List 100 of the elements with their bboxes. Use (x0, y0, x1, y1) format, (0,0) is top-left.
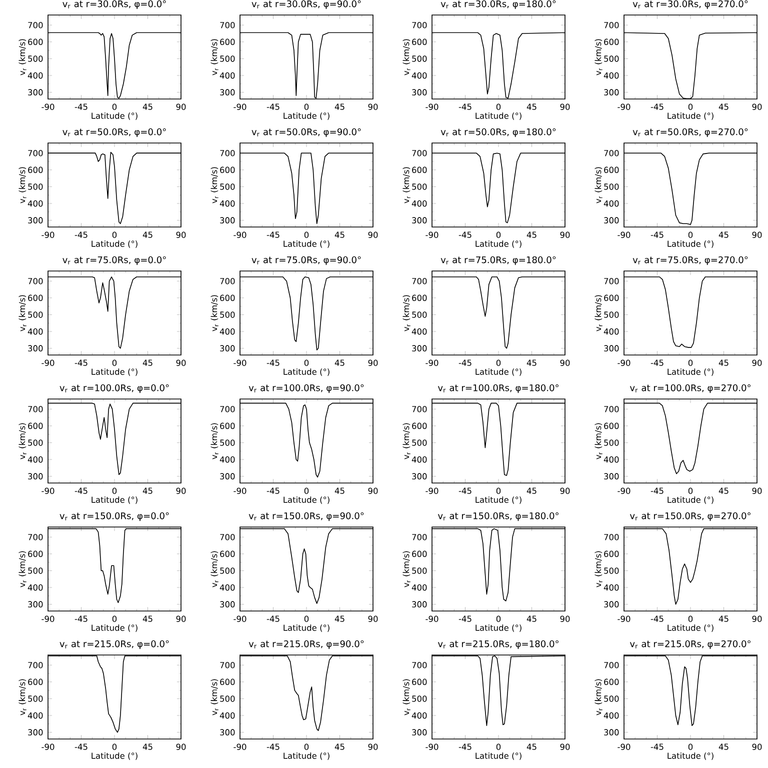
x-tick-label: 45 (334, 232, 344, 238)
y-axis-title: v$_{r}$ (km/s) (402, 39, 410, 76)
chart-title: v$_{r}$ at r=50.0Rs, φ=180.0° (440, 128, 556, 137)
x-tick-label: 90 (560, 488, 570, 494)
x-tick-label: -90 (234, 744, 246, 750)
chart-title: v$_{r}$ at r=100.0Rs, φ=270.0° (630, 384, 750, 393)
y-axis-title: v$_{r}$ (km/s) (594, 423, 602, 460)
x-tick-label: 90 (176, 232, 186, 238)
x-tick-label: 45 (142, 232, 152, 238)
x-axis-title: Latitude (°) (476, 240, 522, 248)
y-tick-label: 700 (28, 278, 43, 284)
y-tick-label: 300 (28, 89, 43, 96)
chart-title: v$_{r}$ at r=100.0Rs, φ=90.0° (248, 384, 364, 393)
chart-title: v$_{r}$ at r=50.0Rs, φ=90.0° (252, 128, 361, 137)
x-tick-label: 90 (560, 744, 570, 750)
y-tick-label: 600 (28, 166, 43, 174)
x-tick-label: -90 (426, 616, 438, 622)
y-tick-label: 700 (220, 22, 235, 28)
y-tick-label: 300 (412, 217, 427, 224)
chart-title: v$_{r}$ at r=100.0Rs, φ=0.0° (60, 384, 169, 393)
chart-title: v$_{r}$ at r=150.0Rs, φ=180.0° (438, 512, 558, 521)
x-tick-label: 45 (142, 104, 152, 110)
x-axis-title: Latitude (°) (92, 112, 138, 120)
x-tick-label: -90 (234, 360, 246, 366)
x-axis-title: Latitude (°) (668, 112, 714, 120)
y-tick-label: 700 (28, 662, 43, 668)
x-tick-label: -45 (458, 104, 472, 110)
y-tick-label: 500 (220, 568, 235, 574)
y-tick-label: 600 (412, 294, 427, 302)
y-tick-label: 400 (604, 456, 619, 463)
y-tick-label: 600 (412, 550, 427, 558)
y-axis-title: v$_{r}$ (km/s) (18, 295, 26, 332)
x-tick-label: 0 (304, 488, 309, 494)
x-tick-label: -90 (618, 744, 630, 750)
x-tick-label: -45 (458, 616, 472, 622)
x-tick-label: 0 (496, 360, 501, 366)
x-tick-label: 45 (142, 744, 152, 750)
x-axis-title: Latitude (°) (92, 368, 138, 376)
chart-title: v$_{r}$ at r=215.0Rs, φ=0.0° (60, 640, 169, 649)
x-tick-label: 0 (112, 104, 117, 110)
y-axis-title: v$_{r}$ (km/s) (402, 295, 410, 332)
y-tick-label: 700 (604, 22, 619, 28)
y-tick-label: 500 (412, 440, 427, 446)
x-tick-label: -45 (458, 232, 472, 238)
y-tick-label: 400 (220, 200, 235, 207)
x-tick-label: -90 (618, 488, 630, 494)
x-axis-title: Latitude (°) (92, 496, 138, 504)
y-tick-label: 400 (220, 72, 235, 79)
y-axis-title: v$_{r}$ (km/s) (210, 39, 218, 76)
x-tick-label: -45 (74, 744, 88, 750)
x-axis-title: Latitude (°) (284, 752, 330, 760)
x-tick-label: -90 (234, 616, 246, 622)
y-tick-label: 400 (412, 200, 427, 207)
x-tick-label: 0 (496, 488, 501, 494)
y-axis-title: v$_{r}$ (km/s) (210, 167, 218, 204)
x-tick-label: -90 (42, 232, 54, 238)
y-axis-title: v$_{r}$ (km/s) (594, 167, 602, 204)
y-tick-label: 300 (220, 473, 235, 480)
y-tick-label: 400 (220, 456, 235, 463)
x-tick-label: 45 (526, 360, 536, 366)
x-tick-label: 0 (112, 232, 117, 238)
x-tick-label: 45 (718, 360, 728, 366)
y-tick-label: 500 (220, 312, 235, 318)
y-tick-label: 500 (220, 56, 235, 62)
x-tick-label: 0 (496, 232, 501, 238)
y-tick-label: 400 (412, 456, 427, 463)
x-tick-label: 90 (368, 232, 378, 238)
y-axis-title: v$_{r}$ (km/s) (594, 679, 602, 716)
x-tick-label: 90 (176, 616, 186, 622)
y-tick-label: 400 (412, 584, 427, 591)
y-tick-label: 600 (28, 38, 43, 46)
x-tick-label: -90 (42, 360, 54, 366)
x-axis-title: Latitude (°) (668, 752, 714, 760)
x-tick-label: 0 (688, 488, 693, 494)
y-axis-title: v$_{r}$ (km/s) (18, 679, 26, 716)
y-axis-title: v$_{r}$ (km/s) (210, 295, 218, 332)
x-tick-label: 90 (752, 104, 762, 110)
chart-title: v$_{r}$ at r=50.0Rs, φ=270.0° (632, 128, 748, 137)
y-tick-label: 400 (28, 72, 43, 79)
x-tick-label: -45 (650, 488, 664, 494)
x-tick-label: -45 (458, 488, 472, 494)
x-tick-label: 0 (688, 104, 693, 110)
y-tick-label: 300 (28, 601, 43, 608)
x-tick-label: 45 (142, 488, 152, 494)
y-tick-label: 600 (220, 294, 235, 302)
x-tick-label: 90 (368, 360, 378, 366)
x-tick-label: -45 (458, 744, 472, 750)
x-axis-title: Latitude (°) (476, 112, 522, 120)
y-tick-label: 500 (412, 184, 427, 190)
y-tick-label: 500 (220, 184, 235, 190)
x-tick-label: -90 (42, 744, 54, 750)
y-tick-label: 500 (28, 696, 43, 702)
y-tick-label: 400 (28, 200, 43, 207)
chart-title: v$_{r}$ at r=30.0Rs, φ=270.0° (632, 0, 748, 9)
y-tick-label: 600 (604, 166, 619, 174)
y-tick-label: 300 (412, 345, 427, 352)
x-tick-label: -45 (74, 360, 88, 366)
x-tick-label: 45 (334, 744, 344, 750)
x-axis-title: Latitude (°) (92, 240, 138, 248)
x-axis-title: Latitude (°) (284, 240, 330, 248)
